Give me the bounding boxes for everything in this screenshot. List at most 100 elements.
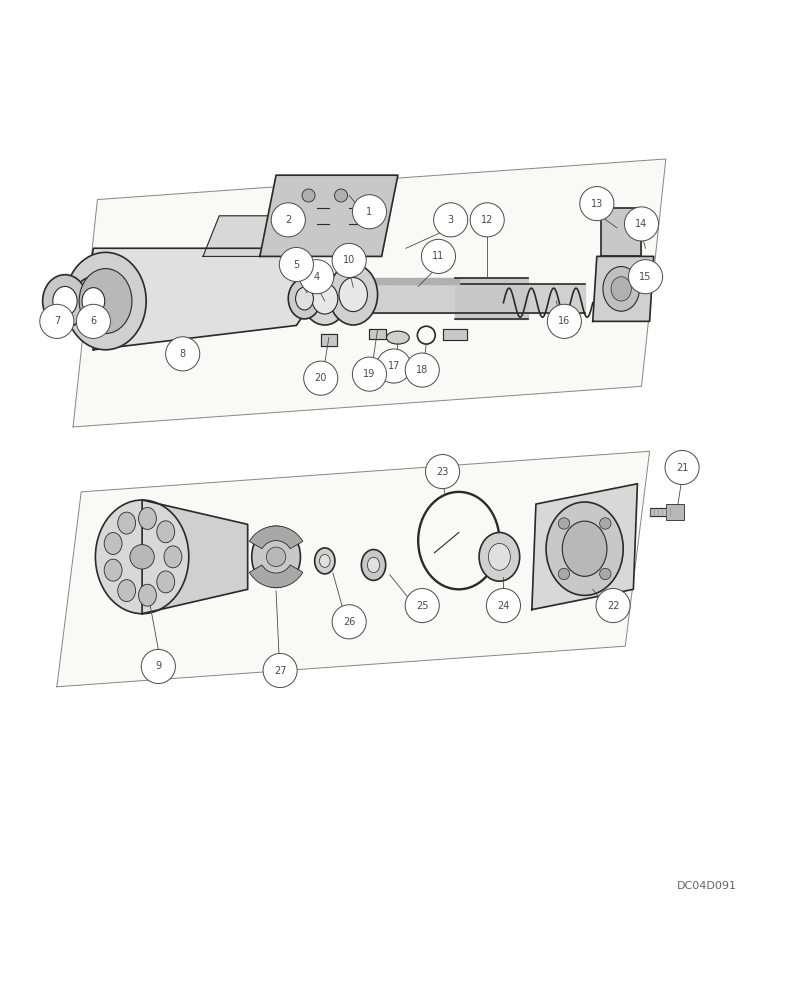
Circle shape	[332, 605, 366, 639]
Circle shape	[352, 357, 386, 391]
Ellipse shape	[288, 278, 320, 319]
Polygon shape	[531, 484, 637, 610]
Text: 13: 13	[590, 199, 603, 209]
Ellipse shape	[42, 275, 88, 327]
Ellipse shape	[65, 252, 146, 350]
Ellipse shape	[157, 571, 174, 593]
Text: 18: 18	[415, 365, 428, 375]
Circle shape	[332, 243, 366, 278]
Circle shape	[376, 349, 410, 383]
Wedge shape	[249, 526, 303, 549]
Circle shape	[628, 260, 662, 294]
Circle shape	[76, 304, 110, 338]
Polygon shape	[57, 451, 649, 687]
Text: 21: 21	[675, 463, 688, 473]
Bar	[665, 504, 683, 520]
Text: 19: 19	[363, 369, 375, 379]
Polygon shape	[142, 500, 247, 614]
Text: 3: 3	[447, 215, 453, 225]
Ellipse shape	[164, 546, 182, 568]
Ellipse shape	[303, 272, 347, 325]
Circle shape	[405, 353, 439, 387]
Ellipse shape	[104, 533, 122, 554]
Ellipse shape	[82, 288, 105, 314]
Wedge shape	[249, 565, 303, 588]
Circle shape	[595, 589, 629, 623]
Ellipse shape	[118, 580, 135, 602]
Text: 24: 24	[496, 601, 509, 611]
Circle shape	[425, 455, 459, 489]
Ellipse shape	[386, 331, 409, 344]
Text: 26: 26	[342, 617, 355, 627]
Text: 12: 12	[480, 215, 493, 225]
Ellipse shape	[545, 502, 623, 595]
Ellipse shape	[610, 277, 631, 301]
Text: 7: 7	[54, 316, 60, 326]
Circle shape	[624, 207, 658, 241]
Circle shape	[299, 260, 333, 294]
Ellipse shape	[602, 267, 639, 311]
Polygon shape	[73, 159, 665, 427]
Circle shape	[421, 239, 455, 273]
Polygon shape	[260, 175, 397, 256]
Ellipse shape	[139, 584, 157, 606]
Ellipse shape	[73, 277, 114, 325]
Ellipse shape	[478, 532, 519, 581]
Circle shape	[334, 189, 347, 202]
Circle shape	[271, 203, 305, 237]
Circle shape	[558, 518, 569, 529]
Text: 2: 2	[285, 215, 291, 225]
Circle shape	[664, 450, 698, 485]
Text: 9: 9	[155, 661, 161, 671]
Ellipse shape	[361, 550, 385, 580]
Circle shape	[579, 187, 613, 221]
Text: 17: 17	[387, 361, 400, 371]
Text: 27: 27	[273, 666, 286, 676]
Ellipse shape	[295, 287, 313, 310]
Circle shape	[141, 649, 175, 684]
Ellipse shape	[251, 526, 300, 587]
Circle shape	[165, 337, 200, 371]
Text: 23: 23	[436, 467, 448, 477]
Ellipse shape	[79, 269, 131, 334]
Circle shape	[352, 195, 386, 229]
Text: 11: 11	[431, 251, 444, 261]
Text: 15: 15	[638, 272, 651, 282]
Ellipse shape	[487, 543, 509, 570]
Ellipse shape	[139, 507, 157, 529]
Text: 25: 25	[415, 601, 428, 611]
Polygon shape	[600, 208, 641, 256]
Ellipse shape	[95, 500, 188, 614]
Ellipse shape	[157, 521, 174, 543]
Circle shape	[405, 589, 439, 623]
Text: DC04D091: DC04D091	[676, 881, 736, 891]
Circle shape	[470, 203, 504, 237]
Text: 6: 6	[90, 316, 97, 326]
Text: 20: 20	[314, 373, 327, 383]
Polygon shape	[85, 248, 304, 350]
Circle shape	[130, 545, 154, 569]
Ellipse shape	[561, 521, 606, 576]
Circle shape	[279, 247, 313, 282]
Polygon shape	[592, 256, 653, 321]
Circle shape	[302, 189, 315, 202]
Polygon shape	[203, 216, 316, 256]
Text: 5: 5	[293, 260, 299, 270]
Ellipse shape	[328, 264, 377, 325]
Ellipse shape	[320, 554, 329, 567]
Ellipse shape	[104, 559, 122, 581]
Ellipse shape	[367, 557, 379, 573]
Text: 16: 16	[557, 316, 570, 326]
Circle shape	[303, 361, 337, 395]
Circle shape	[40, 304, 74, 338]
Circle shape	[433, 203, 467, 237]
Text: 4: 4	[313, 272, 320, 282]
Circle shape	[486, 589, 520, 623]
Circle shape	[599, 568, 610, 580]
Text: 10: 10	[342, 255, 355, 265]
Ellipse shape	[118, 512, 135, 534]
Circle shape	[266, 547, 285, 567]
Text: 14: 14	[634, 219, 647, 229]
Ellipse shape	[339, 278, 367, 312]
Circle shape	[599, 518, 610, 529]
